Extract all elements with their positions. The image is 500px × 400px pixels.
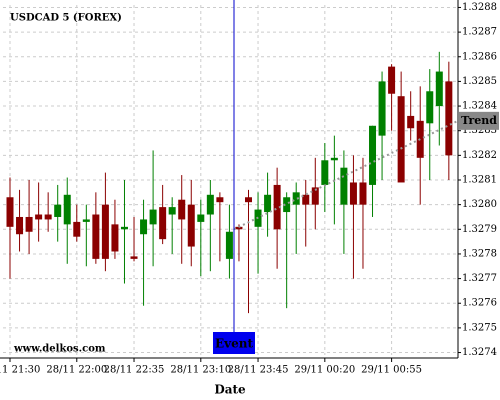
y-tick-label: 1.3288 bbox=[462, 2, 497, 13]
candle-body bbox=[178, 199, 186, 220]
candle-body bbox=[82, 219, 90, 222]
candle-body bbox=[63, 194, 71, 225]
y-tick-label: 1.3278 bbox=[462, 248, 497, 259]
trend-line bbox=[233, 119, 459, 231]
y-tick-label: 1.3285 bbox=[462, 76, 497, 87]
candle-body bbox=[359, 182, 367, 205]
candle-body bbox=[92, 214, 100, 259]
candle-body bbox=[302, 194, 310, 205]
event-badge bbox=[213, 332, 255, 354]
candle-body bbox=[187, 204, 195, 247]
candle-body bbox=[311, 187, 319, 205]
y-tick-label: 1.3275 bbox=[462, 322, 497, 333]
candle-body bbox=[120, 226, 128, 230]
y-tick-label: 1.3282 bbox=[462, 150, 497, 161]
marks bbox=[6, 51, 459, 314]
candle-body bbox=[264, 194, 272, 213]
y-tick-label: 1.3276 bbox=[462, 298, 497, 309]
y-tick-label: 1.3287 bbox=[462, 27, 497, 38]
y-tick-label: 1.3277 bbox=[462, 273, 497, 284]
candle-body bbox=[245, 197, 252, 203]
candle-body bbox=[101, 204, 109, 259]
candle-body bbox=[407, 115, 415, 129]
candle-body bbox=[388, 66, 396, 94]
candle-body bbox=[44, 214, 52, 220]
candle-body bbox=[273, 184, 281, 230]
event-label: Event bbox=[215, 337, 253, 351]
x-tick-label: 28/11 23:10 bbox=[170, 365, 231, 376]
candle-body bbox=[25, 216, 33, 232]
y-tick-label: 1.3283 bbox=[462, 125, 497, 136]
candle-body bbox=[206, 194, 214, 215]
candle-body bbox=[349, 182, 357, 205]
trend-label: Trend bbox=[461, 114, 497, 127]
candle-body bbox=[426, 91, 434, 124]
candle-body bbox=[197, 214, 205, 222]
candle-body bbox=[35, 214, 43, 220]
candle-body bbox=[140, 219, 148, 235]
candle-body bbox=[6, 197, 14, 227]
y-tick-label: 1.3274 bbox=[462, 347, 497, 358]
candle-body bbox=[340, 167, 348, 205]
candle-body bbox=[235, 226, 243, 230]
candle-body bbox=[54, 204, 62, 217]
candle-body bbox=[292, 192, 300, 205]
chart-title: USDCAD 5 (FOREX) bbox=[10, 13, 122, 24]
x-tick-label: 28/11 23:45 bbox=[228, 365, 289, 376]
candle-body bbox=[130, 256, 138, 259]
watermark: www.delkos.com bbox=[13, 344, 106, 355]
candle-body bbox=[378, 81, 386, 136]
candle-body bbox=[216, 197, 224, 203]
candle-body bbox=[168, 207, 176, 215]
candle-body bbox=[369, 125, 377, 185]
candle-body bbox=[111, 224, 119, 252]
y-tick-label: 1.3286 bbox=[462, 51, 497, 62]
trend-badge bbox=[459, 111, 499, 130]
y-tick-label: 1.3279 bbox=[462, 224, 497, 235]
candle-body bbox=[397, 96, 405, 183]
candle-body bbox=[225, 231, 233, 259]
y-tick-label: 1.3280 bbox=[462, 199, 497, 210]
candle-body bbox=[73, 221, 81, 237]
x-tick-label: 28/11 21:30 bbox=[0, 365, 40, 376]
candle-body bbox=[321, 160, 329, 185]
y-tick-label: 1.3284 bbox=[462, 101, 497, 112]
x-tick-label: 29/11 00:55 bbox=[361, 365, 422, 376]
x-tick-label: 29/11 00:20 bbox=[294, 365, 355, 376]
candle-body bbox=[330, 157, 338, 161]
x-tick-label: 28/11 22:35 bbox=[104, 365, 165, 376]
candle-body bbox=[149, 209, 157, 225]
x-tick-label: 28/11 22:00 bbox=[46, 365, 107, 376]
candle-body bbox=[283, 197, 291, 213]
candle-body bbox=[445, 81, 453, 156]
candle-body bbox=[16, 216, 24, 235]
candle-body bbox=[159, 207, 167, 240]
x-axis-title: Date bbox=[214, 383, 246, 397]
y-tick-label: 1.3281 bbox=[462, 175, 497, 186]
candle-body bbox=[435, 71, 443, 107]
